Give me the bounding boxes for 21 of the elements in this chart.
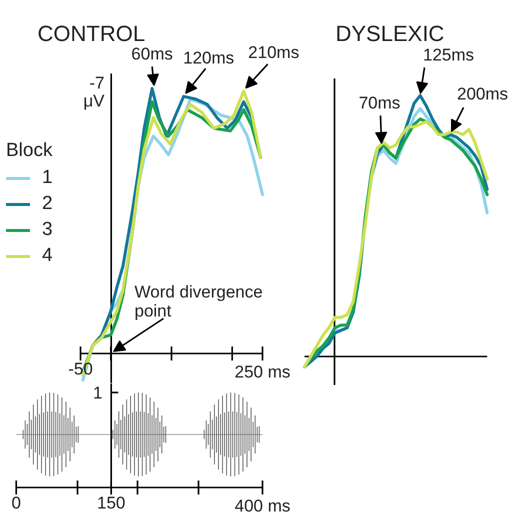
text: 150 bbox=[97, 494, 126, 512]
annotation: 60ms bbox=[131, 44, 173, 64]
annotation: μV bbox=[83, 92, 106, 110]
annotation: 210ms bbox=[248, 43, 300, 62]
text: 400 ms bbox=[234, 496, 290, 516]
annotation: -7 bbox=[89, 74, 105, 92]
text: 1 bbox=[93, 384, 103, 402]
x-tick-label: 250 ms bbox=[234, 362, 290, 382]
chart-title: CONTROL bbox=[38, 21, 146, 46]
text: 125ms bbox=[422, 46, 474, 64]
chart-title: DYSLEXIC bbox=[336, 21, 444, 46]
legend-label: 4 bbox=[42, 245, 54, 267]
legend-label: 1 bbox=[42, 167, 54, 189]
annotation: 70ms bbox=[358, 94, 400, 112]
text: 0 bbox=[11, 494, 21, 512]
legend-label: 2 bbox=[42, 193, 54, 215]
annotation: 200ms bbox=[456, 84, 508, 104]
legend-label: 3 bbox=[42, 219, 54, 241]
annotation: 120ms bbox=[183, 48, 234, 68]
annotation: Word divergence point bbox=[134, 282, 263, 320]
legend-title: Block bbox=[6, 140, 54, 162]
